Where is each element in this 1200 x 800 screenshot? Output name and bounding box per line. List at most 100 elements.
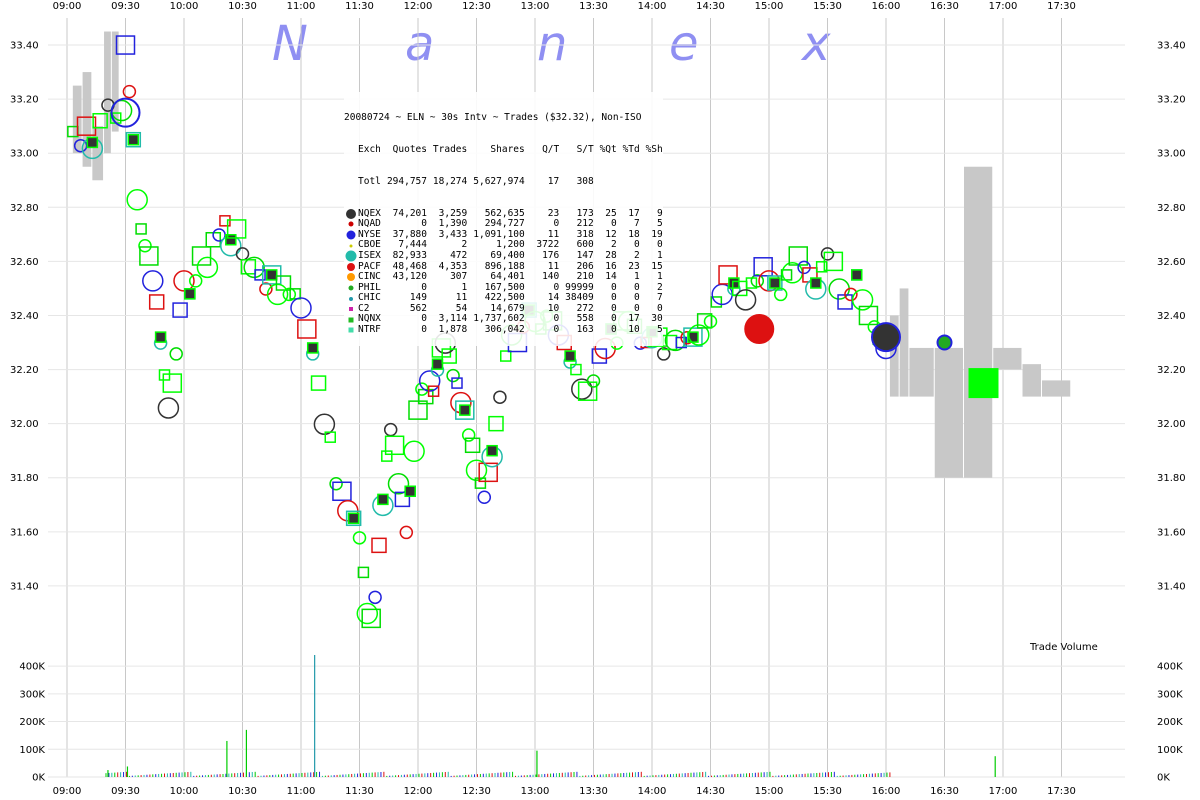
legend-cell: 16 [605, 260, 617, 272]
highlight-marker [968, 368, 999, 399]
trade-marker-circle [122, 84, 137, 99]
trade-marker-circle [313, 413, 336, 435]
time-tick-top: 12:30 [462, 1, 491, 12]
legend-cell: 176 [542, 249, 560, 261]
trade-marker-circle [126, 189, 148, 211]
legend-marker-icon [344, 241, 358, 251]
legend-marker-icon [344, 262, 358, 272]
legend-cell: 7 [657, 292, 663, 304]
price-tick-right: 32.60 [1157, 257, 1186, 268]
trade-marker-filled [306, 342, 319, 354]
trade-marker-filled [486, 444, 498, 457]
legend-cell: 23 [547, 207, 560, 219]
trade-marker-square [408, 400, 428, 420]
legend-marker-icon [344, 325, 358, 335]
legend-cell: 0 [611, 302, 617, 314]
volume-bars [105, 655, 996, 777]
legend-cell: NQEX [358, 207, 381, 219]
trade-marker-square [767, 275, 783, 291]
legend-row: NQAD 0 1,390 294,727 0 212 0 7 5 [344, 219, 663, 230]
trade-marker-square [384, 435, 405, 456]
legend-spacer [344, 177, 358, 187]
trade-marker-circle [586, 374, 601, 388]
trade-marker-filled [851, 269, 863, 281]
trade-marker-circle [173, 270, 195, 292]
time-tick-bottom: 14:30 [696, 786, 725, 797]
legend-cell: 7 [634, 218, 640, 230]
legend-cell: 0 [634, 302, 640, 314]
legend-header-cell: Shares [490, 143, 525, 155]
trade-marker-circle [387, 472, 410, 495]
trade-marker-filled [687, 331, 699, 343]
trade-marker-circle [465, 459, 488, 481]
nbbo-band-segment [889, 315, 899, 397]
trade-marker-square [324, 431, 336, 443]
trade-marker-square [474, 477, 487, 489]
legend-cell: 2 [657, 281, 663, 293]
legend-cell: 0 [611, 218, 617, 230]
legend-cell: 43,120 [392, 271, 427, 283]
legend-marker-icon [344, 294, 358, 304]
legend-cell: 1 [634, 271, 640, 283]
legend-cell: 1,091,100 [473, 228, 525, 240]
nbbo-band-segment [934, 347, 963, 478]
nbbo-band-segment [909, 347, 934, 397]
trade-marker-filled [431, 358, 444, 370]
legend-cell: 0 [421, 281, 427, 293]
trade-marker-square [381, 450, 393, 462]
legend-cell: 0 [611, 281, 617, 293]
time-tick-bottom: 10:30 [228, 786, 257, 797]
trade-marker-circle [196, 256, 219, 279]
price-tick-right: 32.00 [1157, 419, 1186, 430]
legend-cell: 19 [651, 228, 663, 240]
legend-total-cell: 18,274 [432, 175, 468, 187]
legend-cell: 64,401 [490, 271, 525, 283]
nbbo-band-segment [82, 72, 92, 167]
legend-cell: NQAD [358, 218, 381, 230]
legend-cell: 14 [547, 292, 560, 304]
trade-marker-circle [773, 287, 788, 302]
legend-cell: 10 [547, 302, 560, 314]
nbbo-band [72, 31, 1071, 478]
nbbo-band-segment [92, 126, 104, 181]
legend-marker-icon [344, 250, 358, 262]
volume-tick-left: 100K [19, 745, 45, 756]
time-tick-top: 10:00 [170, 1, 199, 12]
time-tick-top: 15:30 [813, 1, 842, 12]
trade-marker-square [753, 257, 773, 277]
legend-cell: 318 [576, 228, 594, 240]
legend-cell: 38409 [565, 292, 594, 304]
legend-cell: NYSE [358, 228, 381, 240]
nbbo-band-segment [1022, 364, 1041, 397]
legend-cell: 562 [409, 302, 427, 314]
legend-cell: 37,880 [392, 228, 427, 240]
time-tick-top: 16:30 [930, 1, 959, 12]
legend-cell: 163 [576, 324, 594, 336]
legend-header-cell: Quotes [392, 143, 427, 155]
time-tick-top: 14:30 [696, 1, 725, 12]
trade-marker-filled [728, 277, 740, 289]
trade-marker-circle [688, 324, 710, 346]
legend-row: NYSE 37,880 3,433 1,091,100 11 318 12 18 19 [344, 228, 663, 241]
legend-row: PACF 48,468 4,353 896,188 11 206 16 23 15 [344, 260, 663, 273]
price-tick-right: 31.60 [1157, 527, 1186, 538]
trade-marker-square [710, 296, 723, 308]
trade-marker-circle [290, 297, 312, 319]
legend-cell: 15 [651, 260, 663, 272]
trade-marker-square [478, 462, 498, 483]
trade-marker-square [262, 265, 282, 285]
legend-cell: 0 [657, 302, 663, 314]
legend-cell: 17 [628, 207, 640, 219]
time-tick-top: 17:00 [989, 1, 1018, 12]
volume-tick-right: 0K [1157, 773, 1170, 784]
trade-marker-circle [446, 368, 460, 383]
legend-cell: 167,500 [484, 281, 525, 293]
legend-cell: 896,188 [484, 260, 525, 272]
time-tick-top: 17:30 [1047, 1, 1076, 12]
legend-cell: 210 [576, 271, 594, 283]
legend-cell: 2 [461, 239, 468, 251]
trade-marker-filled [377, 493, 389, 506]
trade-marker-square [226, 219, 247, 239]
trade-marker-square [92, 113, 108, 129]
trade-marker-square [780, 269, 793, 281]
